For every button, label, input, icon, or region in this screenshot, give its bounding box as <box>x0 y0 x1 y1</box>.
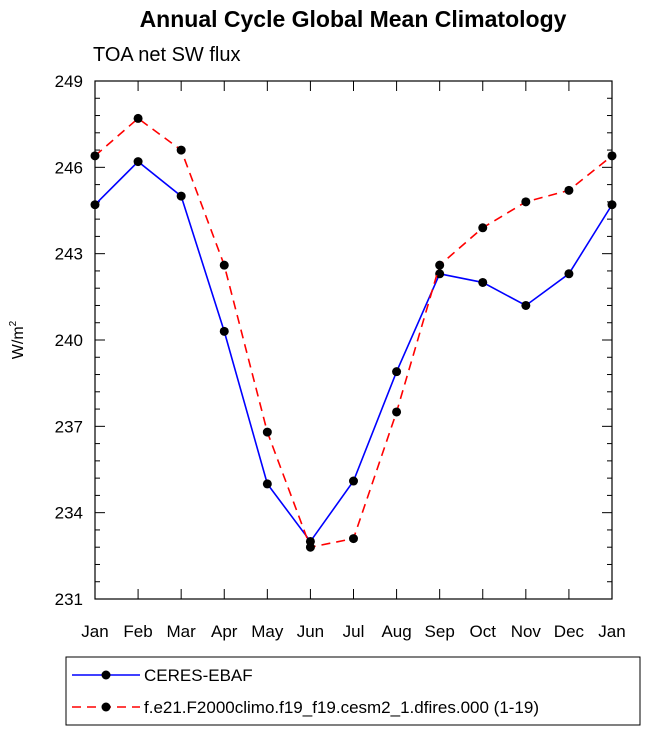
y-axis-label-exponent: 2 <box>8 320 19 326</box>
x-tick-label: Mar <box>167 622 197 641</box>
data-point <box>435 260 445 270</box>
data-point <box>564 269 574 279</box>
legend-marker <box>101 702 111 712</box>
y-tick-label: 243 <box>55 245 83 264</box>
data-point <box>521 300 531 310</box>
data-point <box>219 326 229 336</box>
data-point <box>133 113 143 123</box>
data-point <box>349 534 358 544</box>
x-tick-label: Sep <box>425 622 455 641</box>
legend-marker <box>101 670 111 680</box>
x-tick-label: Feb <box>123 622 152 641</box>
x-tick-label: May <box>251 622 284 641</box>
x-tick-label: Apr <box>211 622 238 641</box>
data-point <box>262 479 272 489</box>
y-axis-label-unit: W/m <box>10 326 27 359</box>
x-tick-label: Jun <box>297 622 324 641</box>
chart-subtitle: TOA net SW flux <box>93 44 240 66</box>
data-point <box>607 200 617 210</box>
data-point <box>219 260 229 270</box>
y-tick-label: 237 <box>55 417 83 436</box>
legend-label: CERES-EBAF <box>144 666 253 685</box>
data-point <box>435 269 445 279</box>
axes: 231 234 237 240 243 246 249 Jan Feb Mar Apr May Jun J… <box>55 72 626 641</box>
series-layer <box>90 113 617 552</box>
x-tick-label: Jul <box>343 622 365 641</box>
legend-box <box>65 656 641 726</box>
legend: CERES-EBAF f.e21.F2000climo.f19_f19.cesm2… <box>72 666 539 717</box>
x-tick-label: Jan <box>81 622 108 641</box>
data-point <box>607 151 617 161</box>
series-1 <box>90 157 617 546</box>
y-axis-label: W/m2 <box>8 320 27 359</box>
data-point <box>262 427 272 437</box>
data-point <box>564 185 574 195</box>
x-tick-label: Aug <box>381 622 411 641</box>
data-point <box>521 197 531 207</box>
series-2 <box>90 113 617 552</box>
chart-title: Annual Cycle Global Mean Climatology <box>140 6 567 32</box>
y-tick-label: 231 <box>55 590 83 609</box>
y-tick-label: 234 <box>55 504 83 523</box>
data-point <box>305 542 315 552</box>
x-tick-label: Nov <box>511 622 542 641</box>
data-point <box>133 157 143 167</box>
legend-label: f.e21.F2000climo.f19_f19.cesm2_1.dfires.… <box>144 698 539 717</box>
y-tick-label: 240 <box>55 331 83 350</box>
data-point <box>176 191 186 201</box>
data-point <box>349 476 358 486</box>
data-point <box>90 151 100 161</box>
data-point <box>392 407 402 417</box>
data-point <box>478 277 488 287</box>
x-tick-label: Jan <box>598 622 625 641</box>
data-point <box>478 223 488 233</box>
x-tick-label: Oct <box>470 622 497 641</box>
plot-frame <box>94 80 613 600</box>
data-point <box>176 145 186 155</box>
data-point <box>392 367 402 377</box>
y-tick-label: 249 <box>55 72 83 91</box>
x-tick-label: Dec <box>554 622 585 641</box>
y-tick-label: 246 <box>55 158 83 177</box>
data-point <box>90 200 100 210</box>
